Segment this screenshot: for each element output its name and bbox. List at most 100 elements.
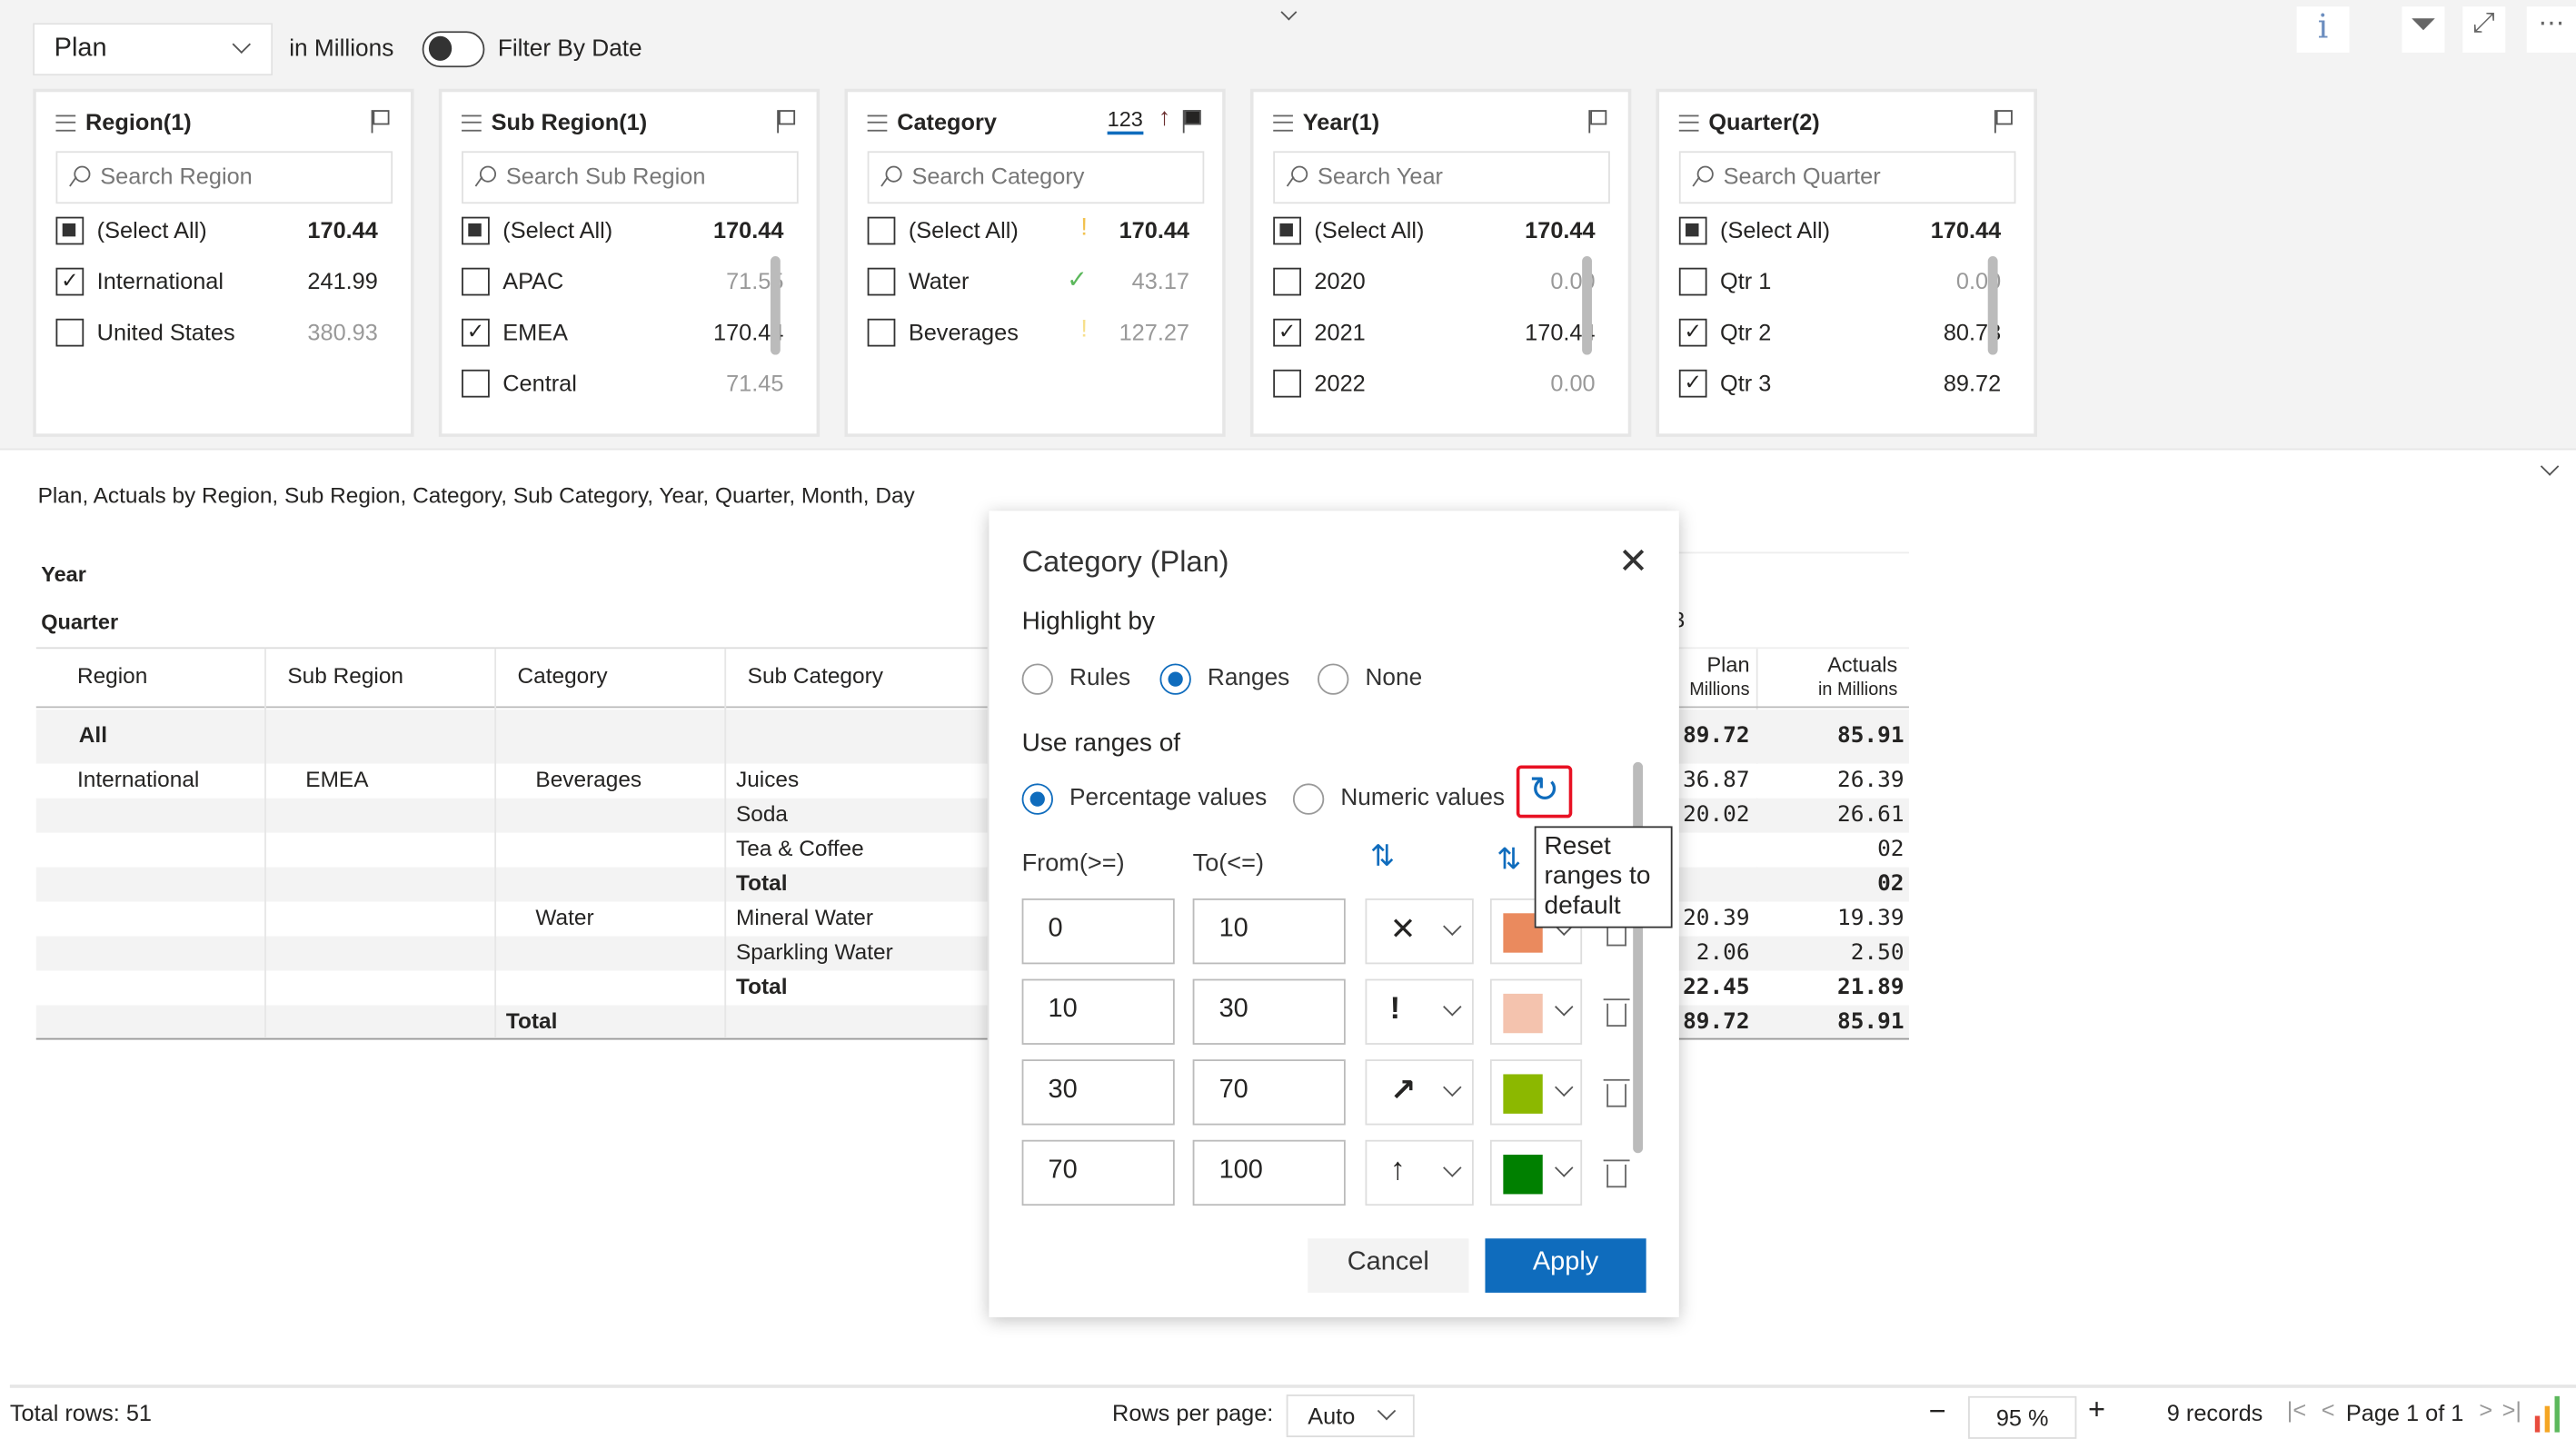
zoom-out-button[interactable]: − [1928, 1394, 1946, 1428]
checkbox[interactable]: ✓ [1273, 318, 1301, 347]
checkbox[interactable]: ✓ [55, 267, 85, 296]
first-page-icon[interactable]: |< [2286, 1395, 2307, 1423]
filter-list-item[interactable]: ✓ Qtr 2 80.73 [1678, 315, 2001, 352]
rows-per-page-select[interactable]: Auto [1286, 1394, 1415, 1438]
radio-percentage-values[interactable] [1021, 783, 1053, 815]
filter-list-item[interactable]: ✓ International 241.99 [55, 264, 378, 301]
range-color-select[interactable] [1489, 1139, 1583, 1206]
list-scrollbar[interactable] [1987, 256, 1998, 355]
column-header[interactable]: Region [76, 663, 148, 689]
checkbox[interactable] [55, 318, 85, 347]
checkbox[interactable] [1273, 369, 1301, 398]
radio-numeric-values[interactable] [1292, 783, 1325, 815]
range-to-input[interactable]: 70 [1192, 1059, 1346, 1126]
checkbox[interactable] [1678, 216, 1707, 245]
checkbox[interactable]: ✓ [462, 318, 490, 347]
collapse-chevron-icon[interactable] [2540, 457, 2560, 476]
flag-icon[interactable] [1588, 110, 1608, 134]
checkbox[interactable] [462, 267, 490, 296]
next-page-icon[interactable]: > [2479, 1395, 2493, 1423]
checkbox[interactable] [1678, 267, 1707, 296]
filter-list-item[interactable]: 2022 0.00 [1273, 366, 1596, 402]
search-input[interactable]: Search Sub Region [462, 151, 799, 204]
zoom-level[interactable]: 95 % [1968, 1395, 2077, 1439]
hamburger-icon[interactable] [462, 115, 482, 133]
checkbox[interactable]: ✓ [1678, 318, 1707, 347]
flag-icon[interactable] [1182, 110, 1203, 134]
expand-icon[interactable]: ⤢ [2462, 6, 2506, 53]
checkbox[interactable]: ✓ [1678, 369, 1707, 398]
range-from-input[interactable]: 10 [1021, 978, 1175, 1045]
range-from-input[interactable]: 70 [1021, 1139, 1175, 1206]
filter-list-item[interactable]: ✓ EMEA 170.44 [462, 315, 783, 352]
range-icon-select[interactable]: ✕ [1365, 898, 1474, 965]
checkbox[interactable] [867, 318, 896, 347]
zoom-in-button[interactable]: + [2088, 1393, 2106, 1426]
cancel-button[interactable]: Cancel [1308, 1238, 1469, 1293]
list-scrollbar[interactable] [770, 256, 781, 355]
last-page-icon[interactable]: >| [2501, 1395, 2522, 1423]
checkbox[interactable] [867, 216, 896, 245]
range-to-input[interactable]: 30 [1192, 978, 1346, 1045]
more-options-icon[interactable]: ⋯ [2526, 6, 2576, 53]
prev-page-icon[interactable]: < [2321, 1395, 2335, 1423]
filter-list-item[interactable]: Beverages! 127.27 [867, 315, 1189, 352]
delete-range-icon[interactable] [1603, 1078, 1630, 1107]
range-icon-select[interactable]: ! [1365, 978, 1474, 1045]
range-to-input[interactable]: 100 [1192, 1139, 1346, 1206]
filter-list-item[interactable]: Water ✓ 43.17 [867, 264, 1189, 301]
sort-by-value-toggle[interactable]: 123 [1107, 107, 1143, 135]
radio-none[interactable] [1318, 663, 1349, 695]
hamburger-icon[interactable] [1273, 115, 1293, 133]
delete-range-icon[interactable] [1603, 1159, 1630, 1188]
checkbox[interactable] [462, 369, 490, 398]
checkbox[interactable] [55, 216, 85, 245]
range-from-input[interactable]: 30 [1021, 1059, 1175, 1126]
filter-list-item[interactable]: Qtr 1 0.00 [1678, 264, 2001, 301]
expand-chevron-icon[interactable] [1280, 4, 1298, 21]
radio-ranges[interactable] [1159, 663, 1191, 695]
apply-button[interactable]: Apply [1485, 1238, 1646, 1293]
range-icon-select[interactable]: ↑ [1365, 1139, 1474, 1206]
filter-list-item[interactable]: Central 71.45 [462, 366, 783, 402]
range-color-select[interactable] [1489, 978, 1583, 1045]
range-to-input[interactable]: 10 [1192, 898, 1346, 965]
search-input[interactable]: Search Category [867, 151, 1205, 204]
list-scrollbar[interactable] [1582, 256, 1592, 355]
reset-ranges-button[interactable]: ↻ [1516, 765, 1573, 819]
filter-list-item[interactable]: ✓ 2021 170.44 [1273, 315, 1596, 352]
sort-arrow-icon[interactable]: ↑ [1158, 103, 1171, 132]
flag-icon[interactable] [1994, 110, 2014, 134]
filter-by-date-toggle[interactable] [422, 31, 485, 68]
search-input[interactable]: Search Region [55, 151, 393, 204]
sort-color-column-icon[interactable]: ⇅ [1497, 842, 1522, 876]
checkbox[interactable] [867, 267, 896, 296]
filter-list-item[interactable]: United States 380.93 [55, 315, 378, 352]
column-header[interactable]: Category [517, 663, 608, 689]
filter-list-item[interactable]: (Select All) 170.44 [1678, 213, 2001, 250]
column-header[interactable]: Sub Region [287, 663, 403, 689]
filter-icon[interactable]: ⏷ [2402, 6, 2445, 53]
hamburger-icon[interactable] [867, 115, 888, 133]
info-icon[interactable]: i [2296, 6, 2350, 53]
filter-list-item[interactable]: (Select All) 170.44 [462, 213, 783, 250]
measure-dropdown[interactable]: Plan [33, 23, 274, 76]
hamburger-icon[interactable] [1678, 115, 1699, 133]
column-header[interactable]: Sub Category [747, 663, 883, 689]
range-color-select[interactable] [1489, 1059, 1583, 1126]
range-from-input[interactable]: 0 [1021, 898, 1175, 965]
dialog-scrollbar[interactable] [1633, 761, 1644, 1154]
search-input[interactable]: Search Year [1273, 151, 1610, 204]
filter-list-item[interactable]: (Select All) 170.44 [55, 213, 378, 250]
range-icon-select[interactable]: ↗ [1365, 1059, 1474, 1126]
checkbox[interactable] [462, 216, 490, 245]
radio-rules[interactable] [1021, 663, 1053, 695]
checkbox[interactable] [1273, 216, 1301, 245]
flag-icon[interactable] [371, 110, 392, 134]
close-icon[interactable]: ✕ [1617, 540, 1649, 582]
flag-icon[interactable] [777, 110, 797, 134]
filter-list-item[interactable]: 2020 0.00 [1273, 264, 1596, 301]
search-input[interactable]: Search Quarter [1678, 151, 2016, 204]
hamburger-icon[interactable] [55, 115, 76, 133]
checkbox[interactable] [1273, 267, 1301, 296]
